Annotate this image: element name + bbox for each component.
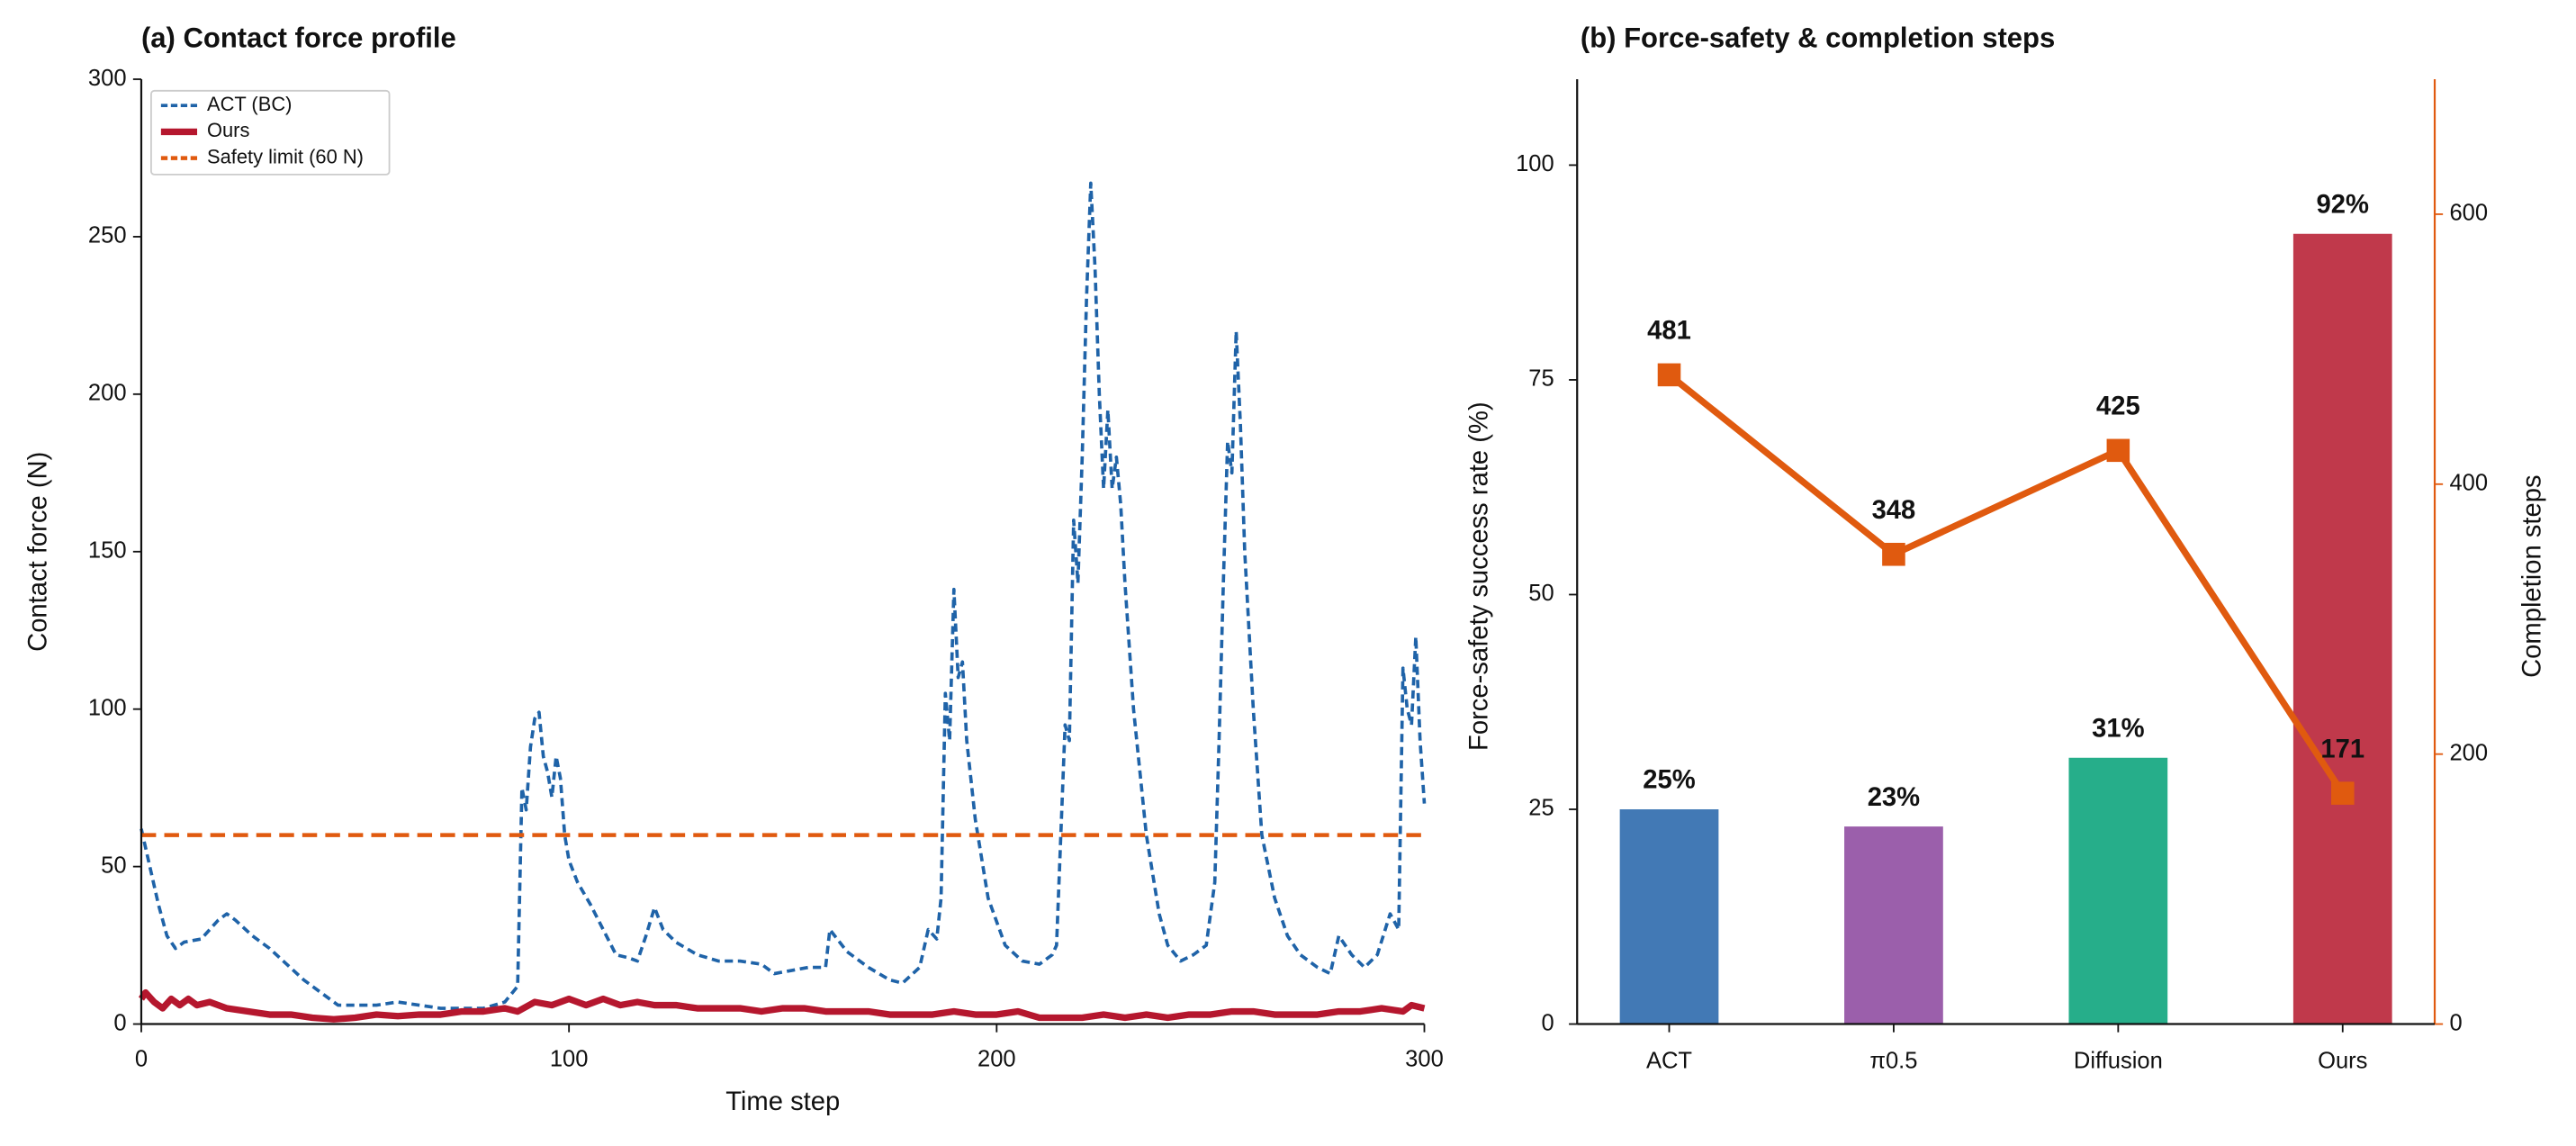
x-tick-label: ACT: [1646, 1048, 1692, 1073]
y-tick-label: 75: [1528, 366, 1554, 392]
y2-tick-label: 400: [2449, 471, 2488, 496]
legend-box: [150, 89, 391, 176]
y-tick-label: 250: [88, 223, 127, 248]
x-tick-label: 0: [135, 1046, 148, 1071]
x-tick-label: Diffusion: [2074, 1048, 2163, 1073]
line-marker: [1882, 542, 1905, 566]
line-value-label: 348: [1872, 496, 1916, 525]
y-tick-label: 25: [1528, 796, 1554, 821]
bar: [2068, 757, 2168, 1024]
line-marker: [1657, 363, 1681, 387]
line-marker: [2330, 781, 2355, 805]
y2-axis-label: Completion steps: [2517, 474, 2546, 678]
line-value-label: 481: [1647, 317, 1691, 346]
y2-tick-label: 600: [2449, 201, 2488, 226]
bar: [1619, 809, 1719, 1024]
series-line: [138, 988, 1426, 1023]
series-line: [1667, 372, 2346, 796]
line-value-label: 425: [2096, 393, 2140, 421]
legend-label: Ours: [207, 119, 249, 141]
x-tick-label: 200: [977, 1046, 1016, 1071]
y-tick-label: 0: [113, 1010, 126, 1035]
y-tick-label: 0: [1541, 1010, 1554, 1035]
y2-tick-label: 200: [2449, 740, 2488, 765]
y-tick-label: 150: [88, 538, 127, 564]
x-tick-label: Ours: [2318, 1048, 2367, 1073]
bar-value-label: 23%: [1868, 783, 1920, 812]
bar-value-label: 31%: [2092, 714, 2144, 743]
x-tick-label: 300: [1405, 1046, 1444, 1071]
y-tick-label: 50: [101, 853, 126, 878]
y-tick-label: 100: [88, 695, 127, 720]
bar: [2292, 233, 2392, 1024]
y-tick-label: 100: [1516, 151, 1554, 176]
y-tick-label: 300: [88, 66, 127, 91]
x-tick-label: 100: [550, 1046, 589, 1071]
y-tick-label: 50: [1528, 581, 1554, 606]
series-line: [140, 181, 1427, 1010]
y-axis-label: Contact force (N): [24, 452, 53, 652]
legend-label: Safety limit (60 N): [207, 145, 364, 167]
chart-title: (b) Force-safety & completion steps: [1581, 22, 2055, 53]
line-marker: [2106, 438, 2130, 463]
bar-value-label: 25%: [1643, 766, 1695, 795]
bar: [1844, 826, 1943, 1024]
legend-label: ACT (BC): [207, 93, 292, 115]
bar-value-label: 92%: [2317, 190, 2369, 219]
x-tick-label: π0.5: [1869, 1048, 1917, 1073]
line-value-label: 171: [2320, 735, 2364, 763]
chart-title: (a) Contact force profile: [141, 22, 456, 53]
x-axis-label: Time step: [725, 1087, 840, 1116]
y-axis-label: Force-safety success rate (%): [1464, 402, 1493, 751]
y-tick-label: 200: [88, 381, 127, 406]
y2-tick-label: 0: [2449, 1010, 2462, 1035]
